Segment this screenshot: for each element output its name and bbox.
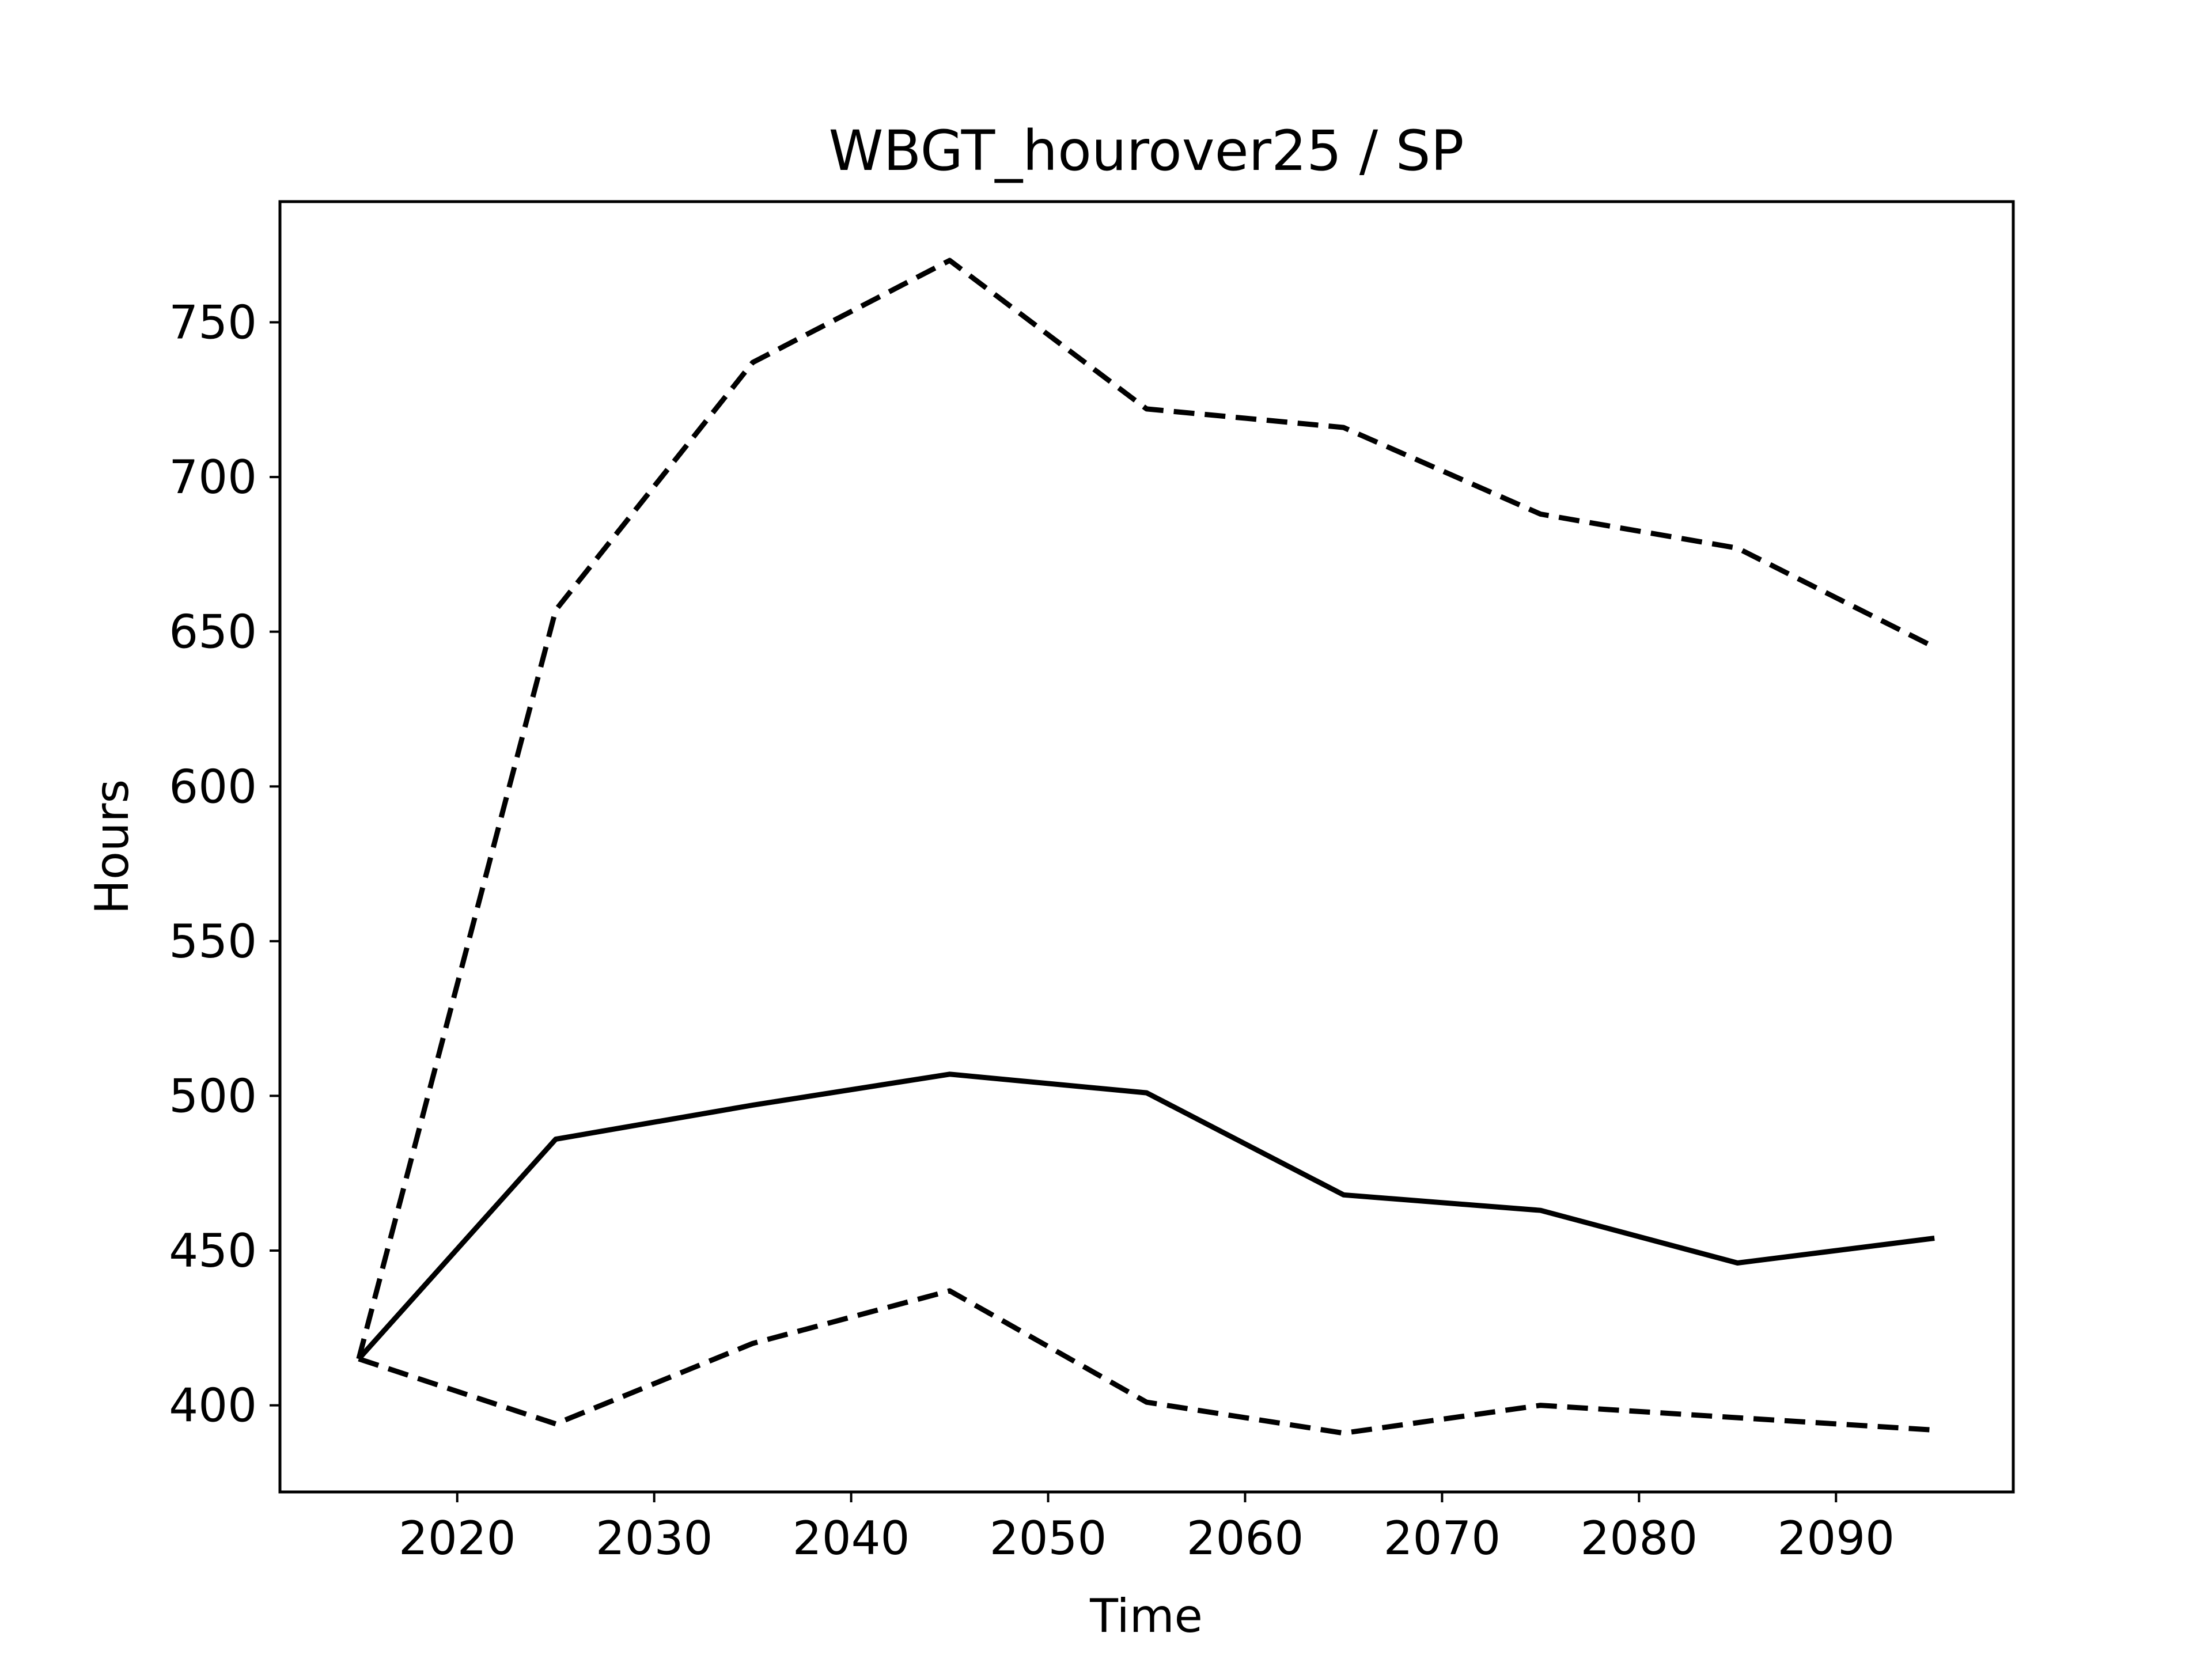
y-tick-label: 700 (169, 450, 257, 504)
x-tick-label: 2090 (1777, 1512, 1895, 1565)
ticks-layer: 2020 2030 2040 2050 2060 2070 2080 2090 400 450 50… (169, 296, 1895, 1565)
x-tick-label: 2030 (596, 1512, 713, 1565)
y-tick-label: 650 (169, 605, 257, 659)
chart-title: WBGT_hourover25 / SP (829, 119, 1464, 183)
y-axis-label: Hours (85, 779, 139, 914)
x-tick-label: 2070 (1384, 1512, 1501, 1565)
y-tick-label: 550 (169, 915, 257, 968)
x-tick-label: 2040 (793, 1512, 910, 1565)
series-line-1 (356, 257, 1936, 1360)
x-axis-label: Time (1089, 1589, 1203, 1643)
y-tick-label: 450 (169, 1224, 257, 1278)
x-tick-label: 2050 (990, 1512, 1107, 1565)
y-tick-label: 400 (169, 1379, 257, 1433)
series-line-3 (358, 1288, 1935, 1436)
y-tick-label: 500 (169, 1069, 257, 1123)
y-tick-label: 600 (169, 760, 257, 813)
y-tick-label: 750 (169, 296, 257, 349)
x-tick-label: 2060 (1187, 1512, 1304, 1565)
series-line-2 (357, 1071, 1935, 1361)
x-tick-label: 2020 (399, 1512, 516, 1565)
series-layer (356, 257, 1936, 1436)
x-tick-label: 2080 (1581, 1512, 1698, 1565)
plot-frame (278, 200, 2015, 1494)
